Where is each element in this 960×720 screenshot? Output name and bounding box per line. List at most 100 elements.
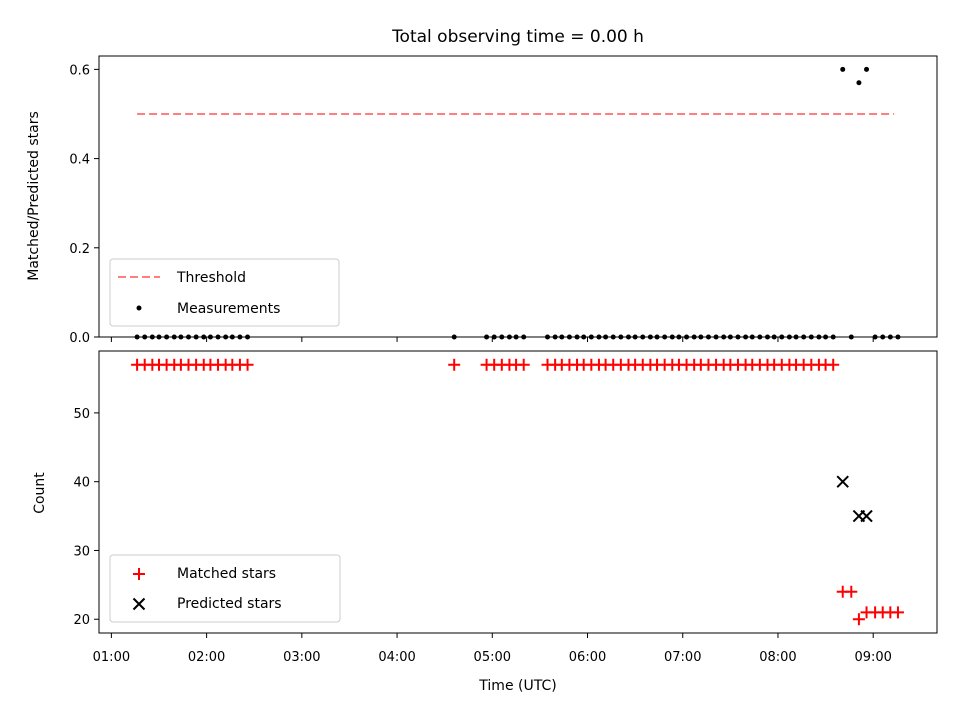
measurement-point xyxy=(566,334,572,340)
bottom-x-tick-label: 07:00 xyxy=(664,650,701,665)
measurement-point xyxy=(743,334,749,340)
measurement-point xyxy=(647,334,653,340)
matched-star-point xyxy=(241,358,254,371)
matched-star-point xyxy=(891,606,904,619)
legend-matched-marker xyxy=(133,568,145,580)
top-panel: 0.0 0.2 0.4 0.6 Matched/Predicted stars Thr… xyxy=(26,55,938,346)
bottom-y-tick-label: 20 xyxy=(73,613,90,628)
legend-predicted-swatch xyxy=(132,597,146,611)
bottom-x-axis: 01:00 02:00 03:00 04:00 05:00 06:00 07:00 08:00… xyxy=(93,633,892,665)
bottom-x-tick-label: 02:00 xyxy=(188,650,225,665)
measurement-point xyxy=(786,334,792,340)
legend-measurements-swatch xyxy=(136,305,142,311)
predicted-star-point xyxy=(836,475,849,488)
measurement-point xyxy=(735,334,741,340)
measurement-point xyxy=(596,334,602,340)
measurement-point xyxy=(142,334,148,340)
measurement-point xyxy=(193,334,199,340)
legend-threshold-label: Threshold xyxy=(176,270,246,286)
measurement-point xyxy=(618,334,624,340)
measurement-point xyxy=(669,334,675,340)
legend-measurements-label: Measurements xyxy=(177,301,280,317)
matched-star-point xyxy=(852,613,865,626)
measurement-point xyxy=(581,334,587,340)
legend-predicted-label: Predicted stars xyxy=(177,596,282,612)
measurement-point xyxy=(134,334,140,340)
top-y-axis: 0.0 0.2 0.4 0.6 xyxy=(69,63,99,346)
top-legend-box xyxy=(109,258,340,327)
matched-star-point xyxy=(827,358,840,371)
bottom-y-tick-label: 40 xyxy=(73,476,90,491)
measurement-points xyxy=(134,66,901,340)
measurement-point xyxy=(178,334,184,340)
measurement-point xyxy=(880,334,886,340)
measurement-point xyxy=(676,334,682,340)
top-y-tick-label: 0.4 xyxy=(69,153,90,168)
measurement-point xyxy=(223,334,229,340)
measurement-point xyxy=(801,334,807,340)
matched-star-point xyxy=(845,585,858,598)
measurement-point xyxy=(830,334,836,340)
matched-star-point xyxy=(448,358,461,371)
measurement-point xyxy=(513,334,519,340)
measurement-point xyxy=(499,334,505,340)
measurement-point xyxy=(545,334,551,340)
bottom-x-tick-label: 08:00 xyxy=(759,650,796,665)
measurement-point xyxy=(245,334,251,340)
top-y-tick-label: 0.0 xyxy=(69,331,90,346)
top-y-axis-label: Matched/Predicted stars xyxy=(26,111,42,281)
measurement-point xyxy=(451,334,457,340)
measurement-point xyxy=(864,66,870,72)
measurement-point xyxy=(823,334,829,340)
measurement-point xyxy=(632,334,638,340)
top-y-tick-label: 0.6 xyxy=(69,63,90,78)
measurement-point xyxy=(521,334,527,340)
measurement-point xyxy=(171,334,177,340)
measurement-point xyxy=(771,334,777,340)
bottom-y-tick-label: 30 xyxy=(73,544,90,559)
measurement-point xyxy=(207,334,213,340)
measurement-point xyxy=(691,334,697,340)
measurement-point xyxy=(640,334,646,340)
measurement-point xyxy=(856,80,862,86)
measurement-point xyxy=(484,334,490,340)
measurement-point xyxy=(764,334,770,340)
measurement-point xyxy=(721,334,727,340)
bottom-legend: Matched stars Predicted stars xyxy=(109,554,341,623)
measurement-point xyxy=(895,334,901,340)
legend-predicted-marker xyxy=(132,597,146,611)
measurement-point xyxy=(749,334,755,340)
matched-stars-points xyxy=(131,358,904,626)
bottom-y-axis: 20 30 40 50 xyxy=(73,407,99,628)
bottom-y-tick-label: 50 xyxy=(73,407,90,422)
bottom-x-tick-label: 03:00 xyxy=(283,650,320,665)
measurement-point xyxy=(779,334,785,340)
measurement-point xyxy=(793,334,799,340)
bottom-x-tick-label: 05:00 xyxy=(474,650,511,665)
measurement-point xyxy=(662,334,668,340)
measurement-point xyxy=(156,334,162,340)
measurement-point xyxy=(887,334,893,340)
bottom-x-tick-label: 06:00 xyxy=(569,650,606,665)
measurement-point xyxy=(698,334,704,340)
measurement-point xyxy=(186,334,192,340)
measurement-point xyxy=(491,334,497,340)
measurement-point xyxy=(816,334,822,340)
measurement-point xyxy=(229,334,235,340)
measurement-point xyxy=(713,334,719,340)
measurement-point xyxy=(149,334,155,340)
legend-matched-label: Matched stars xyxy=(177,566,276,582)
bottom-legend-box xyxy=(109,554,341,623)
measurement-point xyxy=(840,66,846,72)
measurement-point xyxy=(603,334,609,340)
measurement-point xyxy=(559,334,565,340)
measurement-point xyxy=(574,334,580,340)
predicted-stars-points xyxy=(836,475,873,523)
measurement-point xyxy=(625,334,631,340)
chart-title: Total observing time = 0.00 h xyxy=(391,27,644,47)
measurement-point xyxy=(808,334,814,340)
measurement-point xyxy=(848,334,854,340)
legend-matched-swatch xyxy=(133,568,145,580)
